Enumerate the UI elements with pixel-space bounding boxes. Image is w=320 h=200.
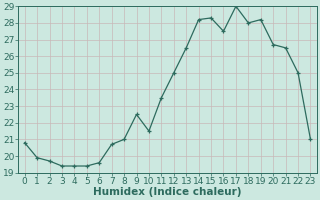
X-axis label: Humidex (Indice chaleur): Humidex (Indice chaleur) [93,187,242,197]
